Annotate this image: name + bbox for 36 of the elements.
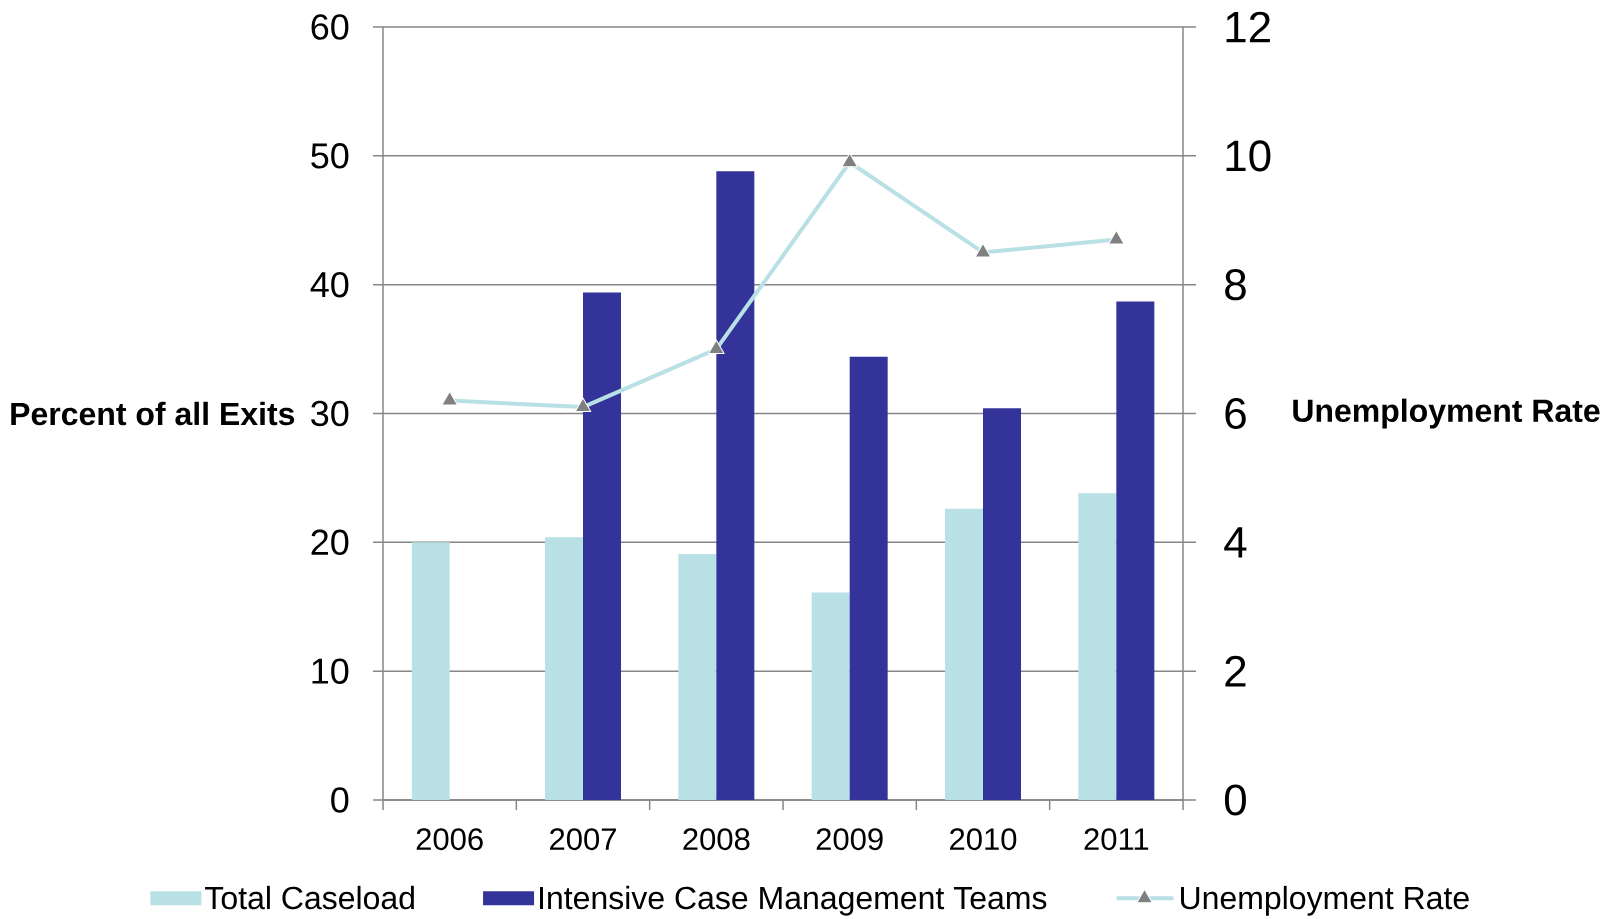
bar [945, 508, 984, 800]
y-tick-label: 20 [311, 529, 349, 556]
y2-tick-label: 0 [1224, 784, 1246, 816]
bar [716, 171, 755, 800]
x-tick-label: 2009 [816, 828, 883, 851]
x-tick-label: 2010 [950, 828, 1017, 851]
bar [411, 542, 450, 800]
y2-tick-label: 4 [1224, 527, 1247, 558]
y-axis-title: Percent of all Exits [11, 401, 295, 426]
bar [1116, 301, 1155, 800]
y2-tick-label: 10 [1226, 140, 1271, 172]
legend-label: Total Caseload [205, 885, 414, 910]
y-tick-label: 60 [311, 14, 349, 40]
x-tick-label: 2007 [550, 828, 616, 851]
y-tick-label: 50 [311, 143, 349, 169]
bar [583, 292, 622, 800]
y2-tick-label: 2 [1225, 655, 1246, 687]
legend-label: Intensive Case Management Teams [540, 885, 1047, 916]
bar [678, 553, 717, 800]
bar [545, 537, 584, 800]
bar [1078, 493, 1117, 800]
y2-tick-label: 12 [1226, 11, 1270, 43]
legend-label: Unemployment Rate [1181, 885, 1469, 916]
y2-axis-title: Unemployment Rate [1293, 398, 1600, 429]
bar [849, 356, 888, 800]
y-tick-label: 30 [311, 400, 349, 427]
x-tick-label: 2006 [416, 828, 483, 851]
x-tick-label: 2008 [683, 828, 750, 851]
y-tick-label: 40 [310, 271, 349, 298]
y-tick-label: 0 [331, 787, 349, 813]
bar [983, 408, 1022, 800]
y-tick-label: 10 [312, 658, 349, 684]
y2-tick-label: 8 [1225, 269, 1246, 301]
y2-tick-label: 6 [1225, 397, 1246, 430]
x-tick-label: 2011 [1084, 828, 1149, 851]
bar [811, 592, 850, 800]
